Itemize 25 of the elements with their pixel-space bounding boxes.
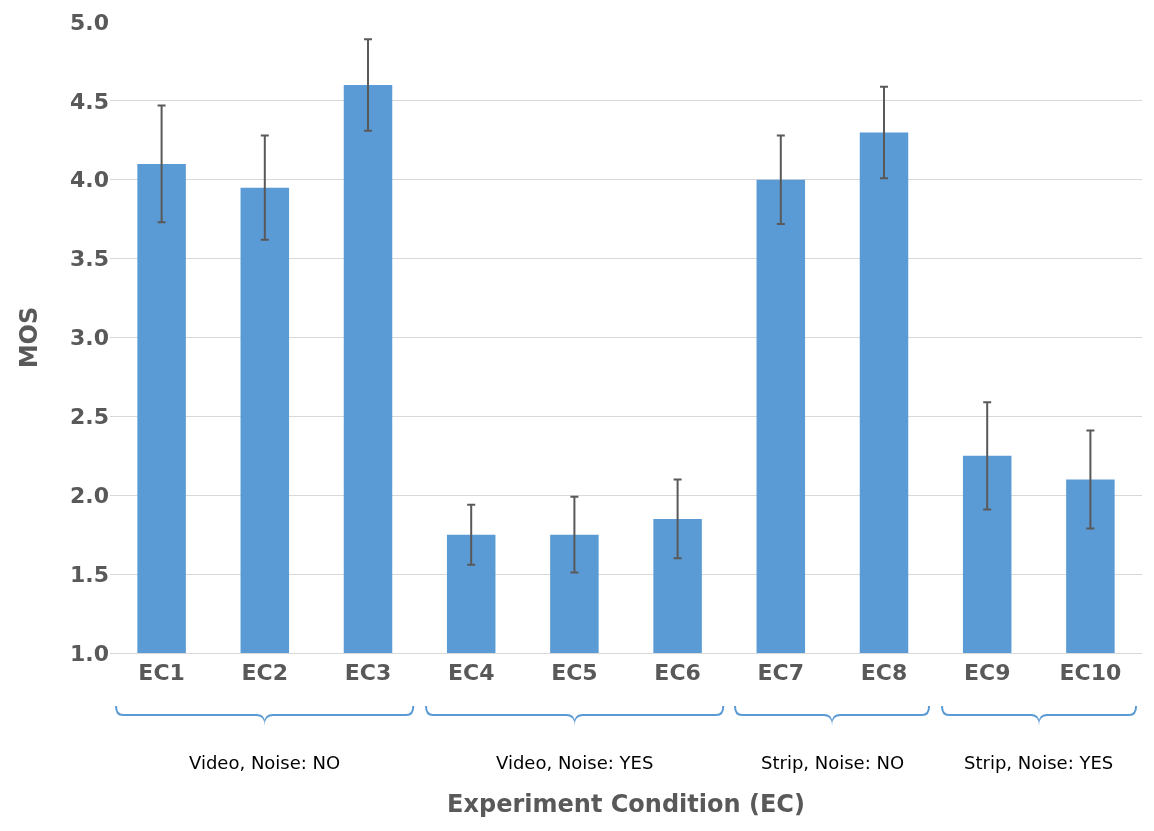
y-tick-label: 1.5 (70, 561, 109, 587)
y-tick-label: 2.0 (70, 482, 109, 508)
x-tick-label: EC8 (860, 660, 908, 686)
y-tick-label: 5.0 (70, 9, 109, 35)
x-tick-label: EC9 (963, 660, 1011, 686)
y-axis-title: MOS (15, 306, 44, 369)
x-tick-label: EC2 (241, 660, 289, 686)
x-tick-label: EC3 (344, 660, 392, 686)
y-tick-label: 4.5 (70, 88, 109, 114)
y-tick-label: 4.0 (70, 167, 109, 193)
x-tick-label: EC5 (551, 660, 598, 686)
x-tick-label: EC4 (447, 660, 495, 686)
x-axis-title: Experiment Condition (EC) (447, 789, 805, 818)
text: Video, Noise: NO (189, 752, 341, 773)
text: Strip, Noise: NO (761, 752, 905, 773)
x-tick-label: EC6 (654, 660, 701, 686)
y-tick-label: 1.0 (70, 640, 109, 666)
x-tick-label: EC7 (757, 660, 805, 686)
y-tick-label: 2.5 (70, 404, 109, 430)
y-tick-label: 3.5 (70, 246, 109, 272)
x-tick-label: EC10 (1059, 660, 1122, 686)
text: Strip, Noise: YES (964, 752, 1114, 773)
x-tick-label: EC1 (138, 660, 185, 686)
text: Video, Noise: YES (496, 752, 654, 773)
y-tick-label: 3.0 (70, 325, 109, 351)
